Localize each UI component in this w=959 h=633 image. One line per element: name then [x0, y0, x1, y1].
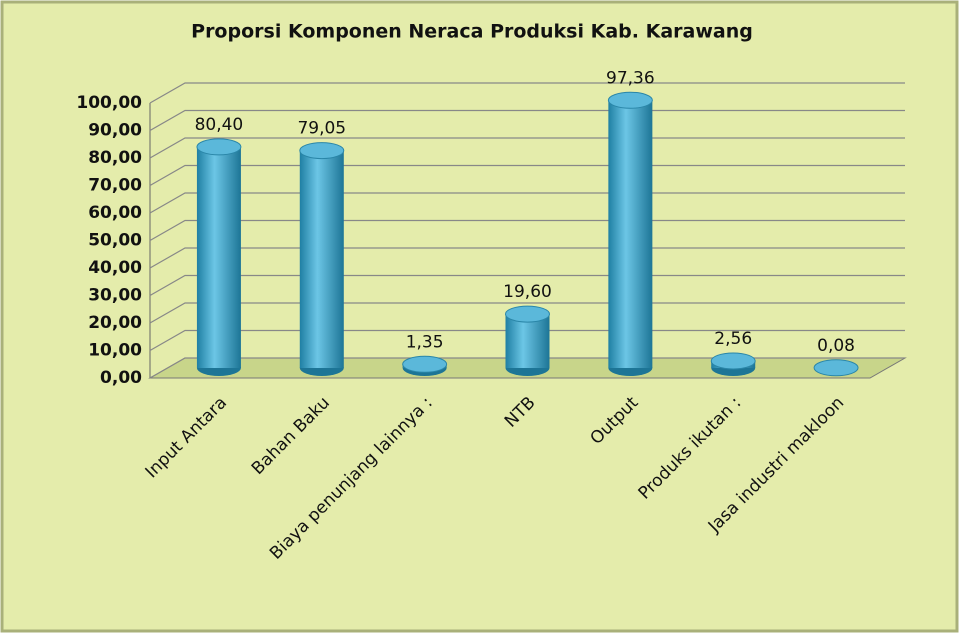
y-tick-label: 80,00	[88, 148, 142, 168]
grid-line	[149, 109, 905, 132]
y-tick-label: 20,00	[88, 313, 142, 333]
grid-line	[149, 274, 905, 297]
data-label: 0,08	[817, 336, 855, 356]
bar-top	[505, 305, 550, 323]
bar-top	[813, 359, 859, 377]
bar-top	[299, 142, 345, 160]
bar-top	[402, 355, 448, 373]
grid-line	[149, 137, 905, 159]
bar-top	[196, 138, 242, 156]
y-tick-label: 100,00	[76, 93, 142, 113]
y-tick-label: 40,00	[88, 258, 142, 278]
grid-line	[149, 329, 905, 352]
bar-top	[607, 91, 653, 109]
grid-line	[149, 247, 905, 269]
chart-title: Proporsi Komponen Neraca Produksi Kab. K…	[191, 21, 753, 43]
data-label: 19,60	[503, 282, 552, 302]
grid-line	[149, 192, 905, 214]
data-label: 1,35	[406, 332, 444, 352]
y-tick-label: 70,00	[88, 176, 142, 196]
data-label: 79,05	[297, 119, 346, 139]
y-tick-label: 10,00	[88, 341, 142, 361]
bar-top	[710, 352, 756, 370]
bar	[608, 100, 653, 368]
y-tick-label: 0,00	[100, 368, 142, 388]
y-tick-label: 60,00	[88, 203, 142, 223]
data-label: 97,36	[606, 68, 655, 88]
grid-line	[149, 219, 905, 242]
bar	[505, 314, 550, 368]
grid-line	[149, 82, 905, 104]
y-tick-label: 50,00	[88, 231, 142, 251]
bar	[196, 146, 241, 368]
grid-line	[149, 302, 905, 324]
data-label: 80,40	[195, 115, 244, 135]
data-label: 2,56	[714, 329, 752, 349]
y-tick-label: 30,00	[88, 286, 142, 306]
grid-line	[149, 357, 905, 379]
grid-line	[149, 164, 905, 187]
bar	[299, 150, 344, 368]
y-tick-label: 90,00	[88, 121, 142, 141]
